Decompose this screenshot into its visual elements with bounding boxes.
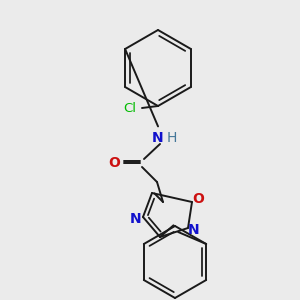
Text: O: O xyxy=(192,192,204,206)
Text: N: N xyxy=(188,223,200,237)
Text: N: N xyxy=(130,212,142,226)
Text: Cl: Cl xyxy=(124,101,136,115)
Text: H: H xyxy=(167,131,177,145)
Text: O: O xyxy=(108,156,120,170)
Text: N: N xyxy=(152,131,164,145)
